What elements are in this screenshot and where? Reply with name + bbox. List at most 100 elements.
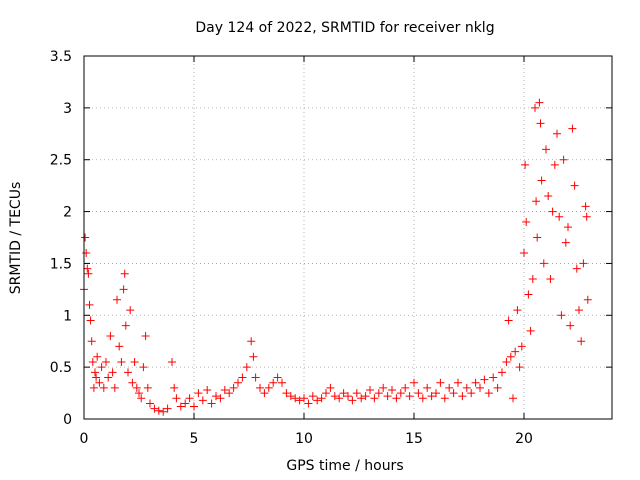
data-point xyxy=(256,383,264,392)
data-point xyxy=(506,352,515,361)
data-point xyxy=(339,389,348,398)
data-point xyxy=(300,394,308,403)
data-point xyxy=(185,394,194,403)
data-point xyxy=(229,383,238,392)
data-point xyxy=(388,385,396,394)
data-point xyxy=(308,392,317,401)
data-point xyxy=(405,392,414,401)
plot-frame xyxy=(83,55,613,420)
data-point xyxy=(379,383,388,392)
data-point xyxy=(238,373,247,382)
data-point xyxy=(286,392,295,401)
data-point xyxy=(170,383,179,392)
data-point xyxy=(559,155,568,164)
data-point xyxy=(528,274,537,283)
data-point xyxy=(81,233,90,242)
x-tick-label: 15 xyxy=(405,431,423,447)
data-point xyxy=(526,326,535,335)
data-point xyxy=(581,202,590,211)
data-point xyxy=(91,368,99,377)
data-point xyxy=(85,300,94,309)
data-point xyxy=(154,406,163,415)
data-point xyxy=(348,396,357,405)
y-tick-label: 0 xyxy=(63,412,72,428)
data-point xyxy=(322,389,330,398)
data-point xyxy=(557,311,566,320)
data-point xyxy=(104,373,113,382)
data-point xyxy=(440,394,449,403)
data-point xyxy=(577,337,586,346)
data-point xyxy=(462,383,471,392)
data-point xyxy=(524,290,533,299)
data-point xyxy=(251,373,260,382)
y-tick-label: 2 xyxy=(63,205,72,221)
data-point xyxy=(401,383,410,392)
data-point xyxy=(570,181,579,190)
data-point xyxy=(102,357,110,366)
data-point xyxy=(550,160,559,169)
data-point xyxy=(564,223,572,232)
data-point xyxy=(548,207,557,216)
data-point xyxy=(361,392,370,401)
data-point xyxy=(143,383,152,392)
data-point xyxy=(115,342,124,351)
y-tick-label: 0.5 xyxy=(50,360,72,376)
data-point xyxy=(566,321,575,330)
data-point xyxy=(476,383,484,392)
data-point xyxy=(84,269,93,278)
data-point xyxy=(92,373,101,382)
data-point xyxy=(304,399,313,408)
data-point xyxy=(212,392,220,401)
data-point xyxy=(335,394,344,403)
data-point xyxy=(515,363,524,372)
data-point xyxy=(396,389,405,398)
data-point xyxy=(561,238,570,247)
grid-lines xyxy=(84,56,612,419)
data-point xyxy=(295,396,304,405)
data-point xyxy=(260,389,269,398)
data-point xyxy=(511,347,520,356)
data-point xyxy=(110,383,119,392)
data-point xyxy=(546,274,555,283)
data-point xyxy=(89,383,98,392)
data-point xyxy=(544,192,553,201)
axis-ticks: 0 5 10 15 20 0 0.5 1 1.5 2 2.5 3 3.5 xyxy=(50,49,612,447)
data-point xyxy=(317,394,326,403)
data-point xyxy=(326,383,335,392)
y-tick-label: 1 xyxy=(63,308,72,324)
data-point xyxy=(159,407,168,416)
data-point xyxy=(568,124,577,133)
data-point xyxy=(137,394,146,403)
data-point xyxy=(414,389,423,398)
data-point xyxy=(535,98,544,107)
data-point xyxy=(132,383,141,392)
data-point xyxy=(572,264,581,273)
data-point xyxy=(489,373,498,382)
data-point xyxy=(504,316,513,325)
data-point xyxy=(521,160,530,169)
data-point xyxy=(113,295,121,304)
data-points xyxy=(80,98,592,416)
data-point xyxy=(95,378,104,387)
data-point xyxy=(383,392,392,401)
data-point xyxy=(291,394,300,403)
y-tick-label: 3.5 xyxy=(50,49,72,65)
data-point xyxy=(106,332,115,341)
data-point xyxy=(374,389,383,398)
data-point xyxy=(128,378,137,387)
data-point xyxy=(282,389,291,398)
data-point xyxy=(242,363,251,372)
data-point xyxy=(520,249,528,258)
data-point xyxy=(536,119,545,128)
data-point xyxy=(273,373,282,382)
data-point xyxy=(86,316,95,325)
data-point xyxy=(357,394,366,403)
data-point xyxy=(190,402,198,411)
data-point xyxy=(579,259,588,268)
data-point xyxy=(97,363,106,372)
data-point xyxy=(181,399,190,408)
data-point xyxy=(542,145,550,154)
data-point xyxy=(480,375,489,384)
data-point xyxy=(531,103,539,112)
